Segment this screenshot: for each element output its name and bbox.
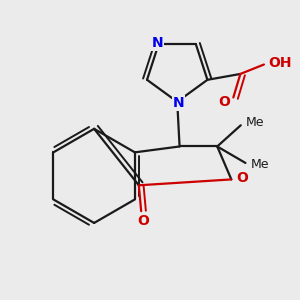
Text: N: N [152,36,163,50]
Text: Me: Me [250,158,269,171]
Text: OH: OH [268,56,292,70]
Text: O: O [236,171,248,185]
Text: Me: Me [246,116,264,129]
Text: O: O [138,214,149,228]
Text: N: N [172,96,184,110]
Text: O: O [218,95,230,109]
